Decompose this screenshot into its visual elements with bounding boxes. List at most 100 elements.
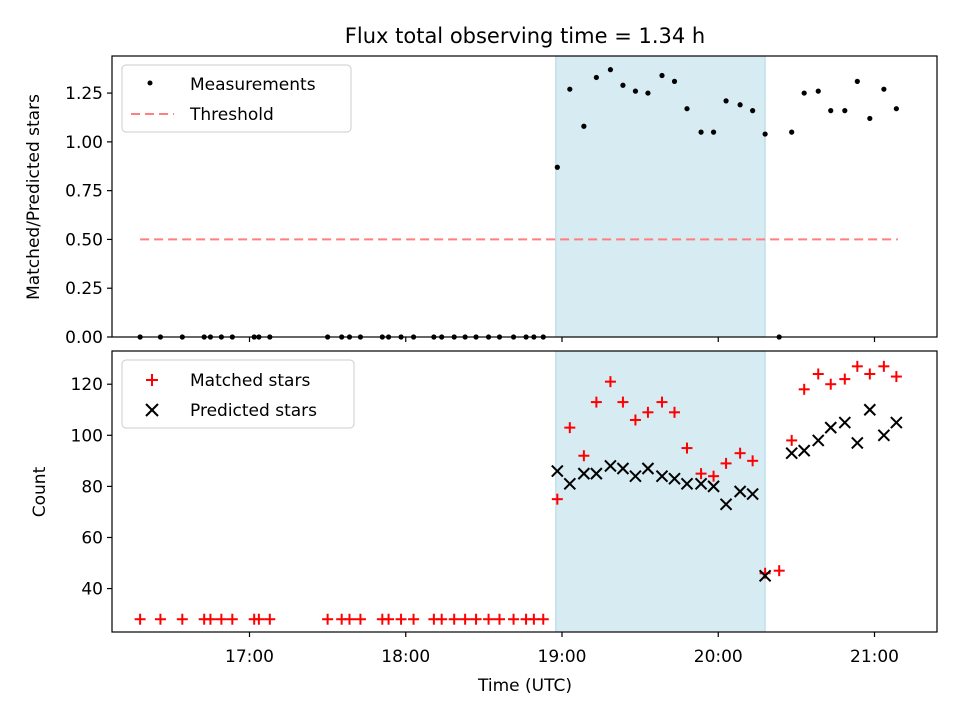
predicted-star-point (824, 421, 837, 434)
predicted-star-point (890, 416, 903, 429)
matched-star-point (264, 613, 276, 625)
predicted-star-point (551, 464, 564, 478)
top-legend: Measurements Threshold (121, 64, 352, 133)
matched-stars-points (134, 360, 902, 625)
matched-star-point (154, 613, 166, 625)
x-tick-label: 19:00 (538, 647, 587, 667)
predicted-star-point (863, 403, 877, 416)
top-y-tick-label: 1.25 (65, 84, 103, 104)
matched-star-point (747, 455, 759, 467)
measurement-point (645, 90, 651, 96)
measurement-point (710, 129, 717, 135)
matched-star-point (669, 406, 680, 418)
matched-star-point (537, 613, 549, 625)
measurement-point (593, 74, 599, 81)
predicted-star-point (616, 462, 630, 475)
bottom-axes-frame (111, 350, 938, 633)
predicted-stars-points (551, 403, 903, 583)
measurement-point (723, 98, 729, 104)
chart-title: Flux total observing time = 1.34 h (345, 24, 705, 48)
top-y-axis-label: Matched/Predicted stars (24, 94, 44, 300)
matched-legend-label: Matched stars (190, 371, 310, 391)
top-highlight-span (555, 55, 766, 338)
measurement-point (750, 108, 756, 114)
predicted-star-point (838, 416, 852, 429)
matched-star-point (494, 613, 505, 625)
top-y-tick-label: 0.00 (65, 328, 103, 348)
matched-star-point (470, 613, 482, 625)
matched-star-point (551, 493, 563, 505)
matched-star-point (459, 613, 471, 625)
measurement-point (762, 131, 768, 137)
predicted-star-point (812, 434, 825, 447)
matched-star-point (436, 613, 448, 625)
top-y-tick-label: 0.50 (65, 230, 103, 250)
matched-star-point (786, 434, 798, 446)
bottom-y-tick-label: 100 (71, 426, 103, 446)
measurement-point (620, 82, 626, 88)
matched-star-point (825, 378, 837, 390)
bottom-y-tick-label: 80 (81, 477, 103, 497)
predicted-star-point (577, 467, 591, 480)
predicted-star-point (694, 477, 708, 491)
matched-star-point (176, 613, 188, 625)
matched-star-point (253, 613, 265, 625)
matched-star-point (708, 470, 720, 482)
matched-star-point (878, 360, 890, 372)
predicted-star-point (655, 469, 669, 483)
predicted-star-point (719, 498, 733, 511)
matched-star-point (734, 447, 746, 459)
matched-star-point (681, 442, 693, 454)
x-tick-label: 17:00 (225, 647, 274, 667)
matched-star-point (798, 383, 810, 395)
matched-star-point (408, 613, 420, 625)
matched-star-point (617, 396, 629, 408)
matched-star-point (656, 396, 668, 408)
bottom-panel: 40 60 80 100 120 17:00 18:00 19:00 20:00 21:00 C… (30, 350, 938, 696)
matched-star-point (890, 371, 902, 383)
measurement-point (567, 86, 573, 92)
measurement-point (815, 88, 821, 94)
matched-star-point (483, 613, 495, 625)
x-tick-label: 21:00 (850, 647, 899, 667)
measurement-point (801, 90, 807, 96)
measurement-point (737, 102, 743, 108)
matched-star-point (528, 613, 540, 625)
predicted-star-point (641, 462, 655, 475)
predicted-star-point (668, 472, 681, 485)
predicted-star-point (851, 436, 864, 450)
matched-star-point (215, 613, 227, 625)
matched-star-point (604, 376, 616, 388)
measurement-point (854, 78, 860, 84)
bottom-y-axis-label: Count (30, 466, 50, 517)
x-tick-label: 20:00 (694, 647, 743, 667)
matched-star-point (629, 414, 641, 426)
measurements-legend-label: Measurements (190, 75, 316, 95)
measurement-point (893, 106, 899, 112)
measurement-point (671, 78, 678, 84)
measurement-point (659, 72, 665, 79)
matched-star-point (508, 613, 520, 625)
measurement-point (842, 108, 848, 114)
matched-star-point (812, 368, 824, 380)
predicted-star-point (604, 459, 617, 473)
matched-star-point (590, 396, 602, 408)
bottom-x-ticks: 17:00 18:00 19:00 20:00 21:00 (225, 632, 899, 667)
measurement-point (698, 129, 704, 135)
predicted-star-point (877, 429, 891, 442)
predicted-star-point (797, 444, 811, 457)
matched-star-point (642, 406, 654, 418)
predicted-star-point (733, 485, 747, 498)
top-panel: Flux total observing time = 1.34 h 0.00 0… (24, 24, 938, 348)
predicted-star-point (680, 477, 694, 491)
predicted-legend-label: Predicted stars (190, 401, 317, 421)
threshold-legend-label: Threshold (189, 105, 274, 125)
measurement-point (607, 67, 614, 73)
matched-star-point (773, 565, 785, 577)
matched-star-point (695, 468, 707, 480)
bottom-y-tick-label: 40 (81, 580, 103, 600)
bottom-legend: Matched stars Predicted stars (121, 359, 355, 429)
matched-star-point (578, 450, 590, 462)
measurements-legend-marker (147, 80, 153, 86)
